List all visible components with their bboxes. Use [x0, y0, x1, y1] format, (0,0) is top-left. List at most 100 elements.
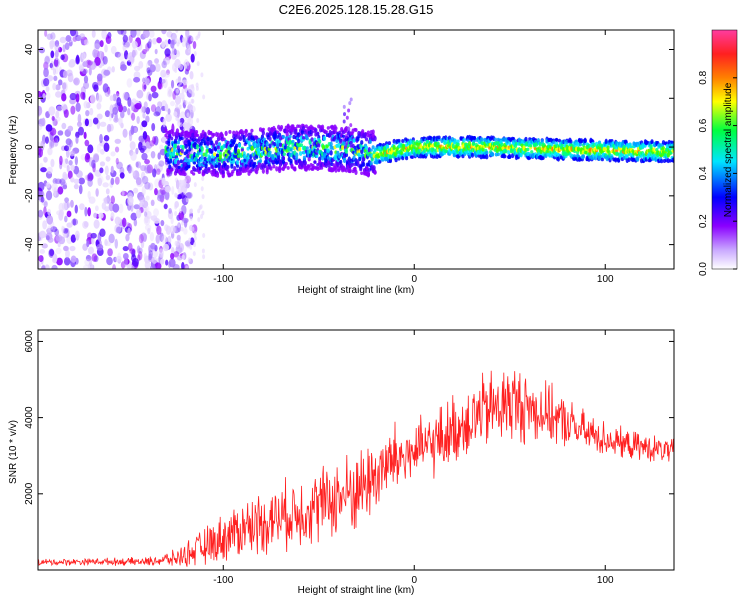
- heatmap-noise-blob: [38, 90, 42, 98]
- heatmap-noise-blob: [89, 94, 96, 104]
- heatmap-noise-blob: [196, 61, 200, 67]
- heatmap-noise-blob: [193, 182, 197, 188]
- heatmap-ridge-blob: [373, 170, 377, 175]
- heatmap-ridge-blob: [195, 133, 200, 137]
- heatmap-ridge-blob: [329, 150, 333, 156]
- heatmap-noise-blob: [154, 58, 159, 64]
- heatmap-ridge-blob: [232, 159, 236, 164]
- heatmap-ridge-blob: [529, 143, 533, 148]
- heatmap-noise-blob: [100, 148, 105, 155]
- heatmap-noise-blob: [197, 31, 201, 37]
- heatmap-noise-blob: [54, 44, 61, 52]
- heatmap-ridge-blob: [344, 168, 349, 173]
- heatmap-noise-blob: [89, 107, 94, 116]
- heatmap-noise-blob: [156, 37, 162, 44]
- heatmap-noise-blob: [195, 82, 199, 88]
- heatmap-noise-blob: [119, 172, 125, 179]
- heatmap-noise-blob: [98, 94, 103, 103]
- heatmap-spike-blob: [342, 137, 346, 142]
- heatmap-noise-blob: [38, 255, 44, 263]
- heatmap-noise-blob: [93, 43, 101, 50]
- heatmap-ridge-blob: [199, 151, 203, 156]
- heatmap-ridge-blob: [373, 135, 377, 142]
- heatmap-noise-blob: [46, 166, 53, 175]
- heatmap-noise-blob: [144, 215, 149, 224]
- heatmap-ridge-blob: [224, 130, 228, 136]
- heatmap-noise-blob: [164, 185, 172, 193]
- heatmap-noise-blob: [133, 71, 141, 79]
- heatmap-noise-blob: [136, 116, 140, 124]
- heatmap-noise-blob: [53, 187, 57, 197]
- heatmap-noise-blob: [63, 145, 70, 152]
- heatmap-noise-blob: [186, 112, 190, 118]
- heatmap-noise-blob: [120, 111, 125, 119]
- heatmap-ridge-blob: [659, 159, 664, 164]
- heatmap-noise-blob: [55, 84, 61, 91]
- heatmap-noise-blob: [92, 48, 98, 58]
- heatmap-ridge-blob: [211, 164, 215, 170]
- spectrogram-x-tick-label: -100: [213, 274, 233, 285]
- heatmap-ridge-blob: [247, 140, 251, 146]
- heatmap-ridge-blob: [508, 154, 512, 159]
- heatmap-ridge-blob: [235, 143, 239, 148]
- heatmap-ridge-blob: [625, 154, 629, 159]
- heatmap-ridge-blob: [286, 165, 290, 170]
- heatmap-noise-blob: [61, 225, 65, 233]
- heatmap-ridge-blob: [305, 136, 309, 141]
- heatmap-spike-blob: [342, 104, 346, 109]
- heatmap-noise-blob: [135, 147, 139, 155]
- heatmap-noise-blob: [175, 116, 179, 122]
- heatmap-ridge-blob: [394, 157, 398, 163]
- heatmap-noise-blob: [148, 93, 152, 102]
- heatmap-noise-blob: [168, 207, 172, 214]
- heatmap-noise-blob: [174, 204, 178, 210]
- heatmap-noise-blob: [73, 77, 80, 86]
- heatmap-noise-blob: [45, 190, 53, 201]
- heatmap-noise-blob: [170, 39, 175, 49]
- heatmap-noise-blob: [161, 177, 165, 186]
- spectrogram-y-axis-label: Frequency (Hz): [8, 116, 19, 185]
- heatmap-noise-blob: [82, 220, 89, 229]
- heatmap-noise-blob: [114, 238, 118, 249]
- heatmap-ridge-blob: [264, 159, 268, 165]
- heatmap-noise-blob: [190, 109, 194, 119]
- heatmap-noise-blob: [96, 102, 102, 110]
- heatmap-noise-blob: [138, 61, 144, 69]
- heatmap-ridge-blob: [268, 136, 272, 142]
- heatmap-ridge-blob: [166, 171, 170, 176]
- heatmap-noise-blob: [40, 196, 45, 203]
- spectrogram-ticks: -100 0 100 -40 -20 0 20 40: [24, 30, 674, 285]
- heatmap-noise-blob: [108, 111, 113, 122]
- heatmap-noise-blob: [99, 133, 103, 144]
- heatmap-noise-blob: [159, 232, 164, 242]
- heatmap-ridge-blob: [316, 131, 320, 136]
- heatmap-noise-blob: [135, 209, 142, 219]
- heatmap-noise-blob: [70, 150, 76, 156]
- heatmap-noise-blob: [58, 46, 63, 53]
- heatmap-noise-blob: [165, 259, 169, 266]
- snr-frame: [37, 329, 675, 571]
- heatmap-noise-blob: [93, 84, 99, 92]
- heatmap-noise-blob: [88, 196, 96, 204]
- spectrogram-x-axis-label: Height of straight line (km): [298, 285, 415, 296]
- heatmap-noise-blob: [150, 242, 156, 250]
- heatmap-spike-blob: [347, 108, 351, 113]
- heatmap-noise-blob: [145, 195, 150, 201]
- heatmap-noise-blob: [130, 125, 135, 136]
- heatmap-noise-blob: [49, 140, 53, 150]
- heatmap-ridge-blob: [350, 162, 354, 167]
- heatmap-noise-blob: [200, 186, 204, 192]
- heatmap-ridge-blob: [397, 138, 401, 143]
- heatmap-noise-blob: [187, 257, 191, 263]
- heatmap-noise-blob: [176, 88, 180, 94]
- heatmap-ridge-blob: [339, 159, 343, 164]
- heatmap-ridge-blob: [622, 144, 626, 149]
- heatmap-ridge-blob: [364, 137, 369, 142]
- heatmap-noise-blob: [45, 182, 51, 189]
- heatmap-noise-blob: [140, 232, 148, 242]
- heatmap-noise-blob: [114, 216, 121, 225]
- heatmap-noise-blob: [54, 40, 60, 47]
- heatmap-noise-blob: [122, 34, 128, 43]
- heatmap-noise-blob: [68, 60, 75, 68]
- heatmap-ridge-blob: [293, 146, 297, 150]
